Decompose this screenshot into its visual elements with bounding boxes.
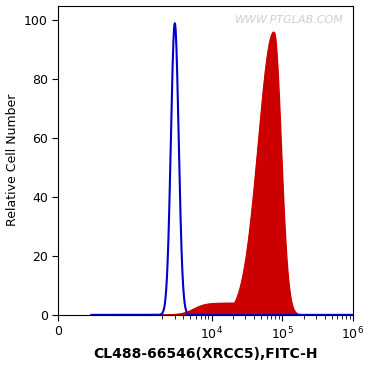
Y-axis label: Relative Cell Number: Relative Cell Number — [6, 94, 18, 226]
Text: WWW.PTGLAB.COM: WWW.PTGLAB.COM — [235, 15, 344, 25]
X-axis label: CL488-66546(XRCC5),FITC-H: CL488-66546(XRCC5),FITC-H — [93, 348, 318, 361]
